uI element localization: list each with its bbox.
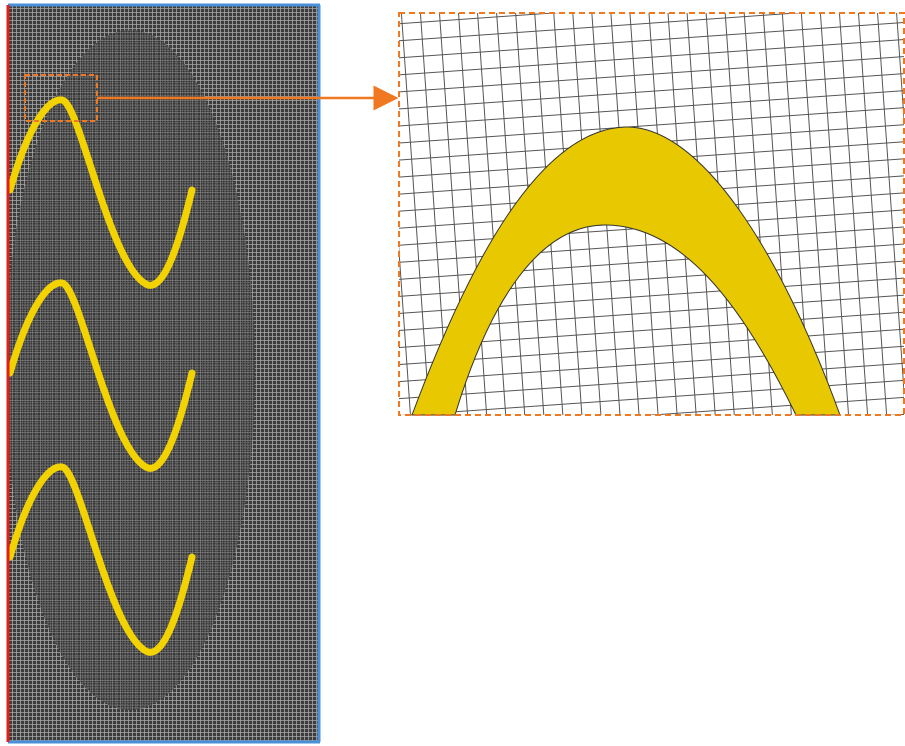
mesh-panel: [5, 5, 320, 742]
page: [0, 0, 905, 746]
refined-region: [5, 30, 255, 710]
diagram: [0, 0, 905, 746]
zoom-panel: [399, 13, 904, 415]
